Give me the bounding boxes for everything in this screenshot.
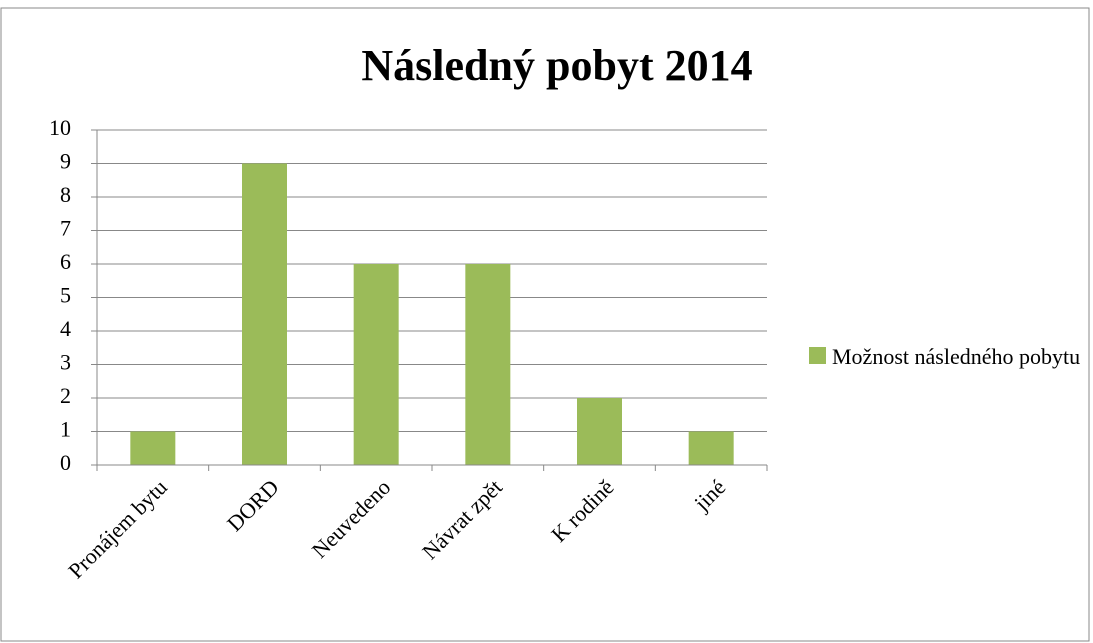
bar: [130, 431, 176, 465]
y-tick-label: 7: [60, 216, 71, 241]
chart-border: [0, 7, 1090, 642]
y-tick-label: 6: [60, 249, 71, 274]
y-tick-label: 1: [60, 417, 71, 442]
bar: [577, 398, 622, 465]
y-tick-label: 9: [60, 149, 71, 174]
bar: [353, 264, 399, 465]
bar: [465, 264, 511, 465]
legend-label: Možnost následného pobytu: [832, 344, 1081, 369]
y-tick-label: 0: [60, 450, 71, 475]
y-tick-label: 10: [49, 115, 71, 140]
chart-title: Následný pobyt 2014: [361, 41, 752, 90]
y-tick-label: 5: [60, 283, 71, 308]
legend-marker: [809, 347, 826, 364]
bar: [688, 431, 734, 465]
bar: [242, 163, 287, 465]
y-tick-label: 8: [60, 182, 71, 207]
y-tick-label: 4: [60, 316, 71, 341]
y-tick-label: 2: [60, 383, 71, 408]
y-tick-label: 3: [60, 350, 71, 375]
